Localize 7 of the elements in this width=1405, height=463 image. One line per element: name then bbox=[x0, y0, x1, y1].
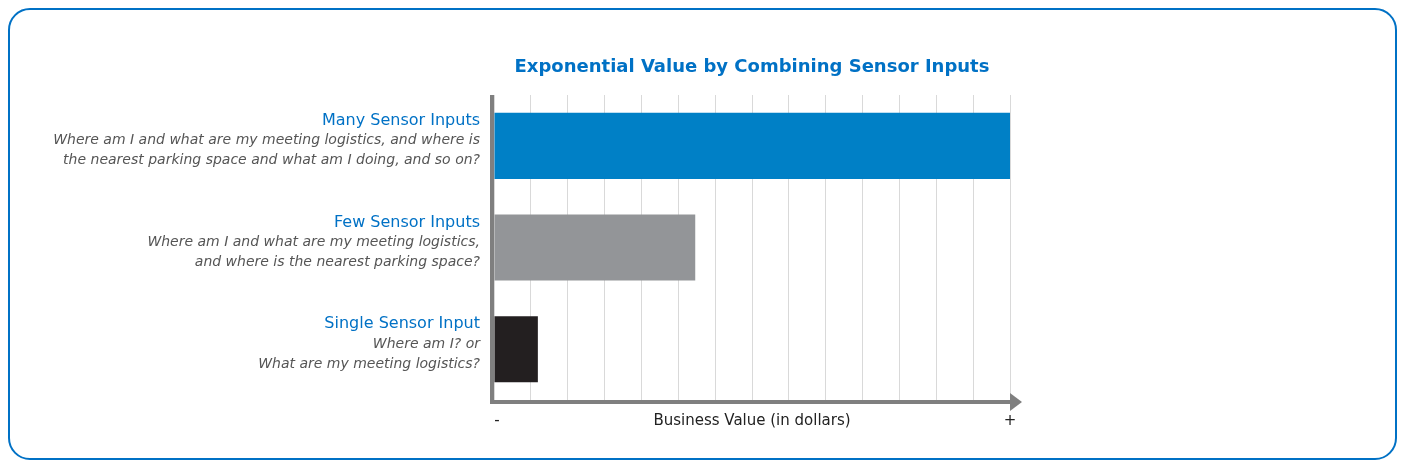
y-tick-label: Few Sensor Inputs Where am I and what are my meeting logistics, and where is the nearest parking space? bbox=[147, 211, 481, 270]
text: - bbox=[494, 410, 500, 429]
text: + bbox=[1003, 410, 1017, 429]
y-tick-label: Single Sensor Input Where am I? or What are my meeting logistics? bbox=[258, 313, 482, 371]
y-tick-label: Many Sensor Inputs Where am I and what are my meeting logistics, and where is the nearest parking space and what am I doing, and so on? bbox=[53, 109, 481, 168]
chart-title: Exponential Value by Combining Sensor Inputs bbox=[514, 54, 990, 76]
x-axis-title: Business Value (in dollars) bbox=[653, 410, 851, 429]
